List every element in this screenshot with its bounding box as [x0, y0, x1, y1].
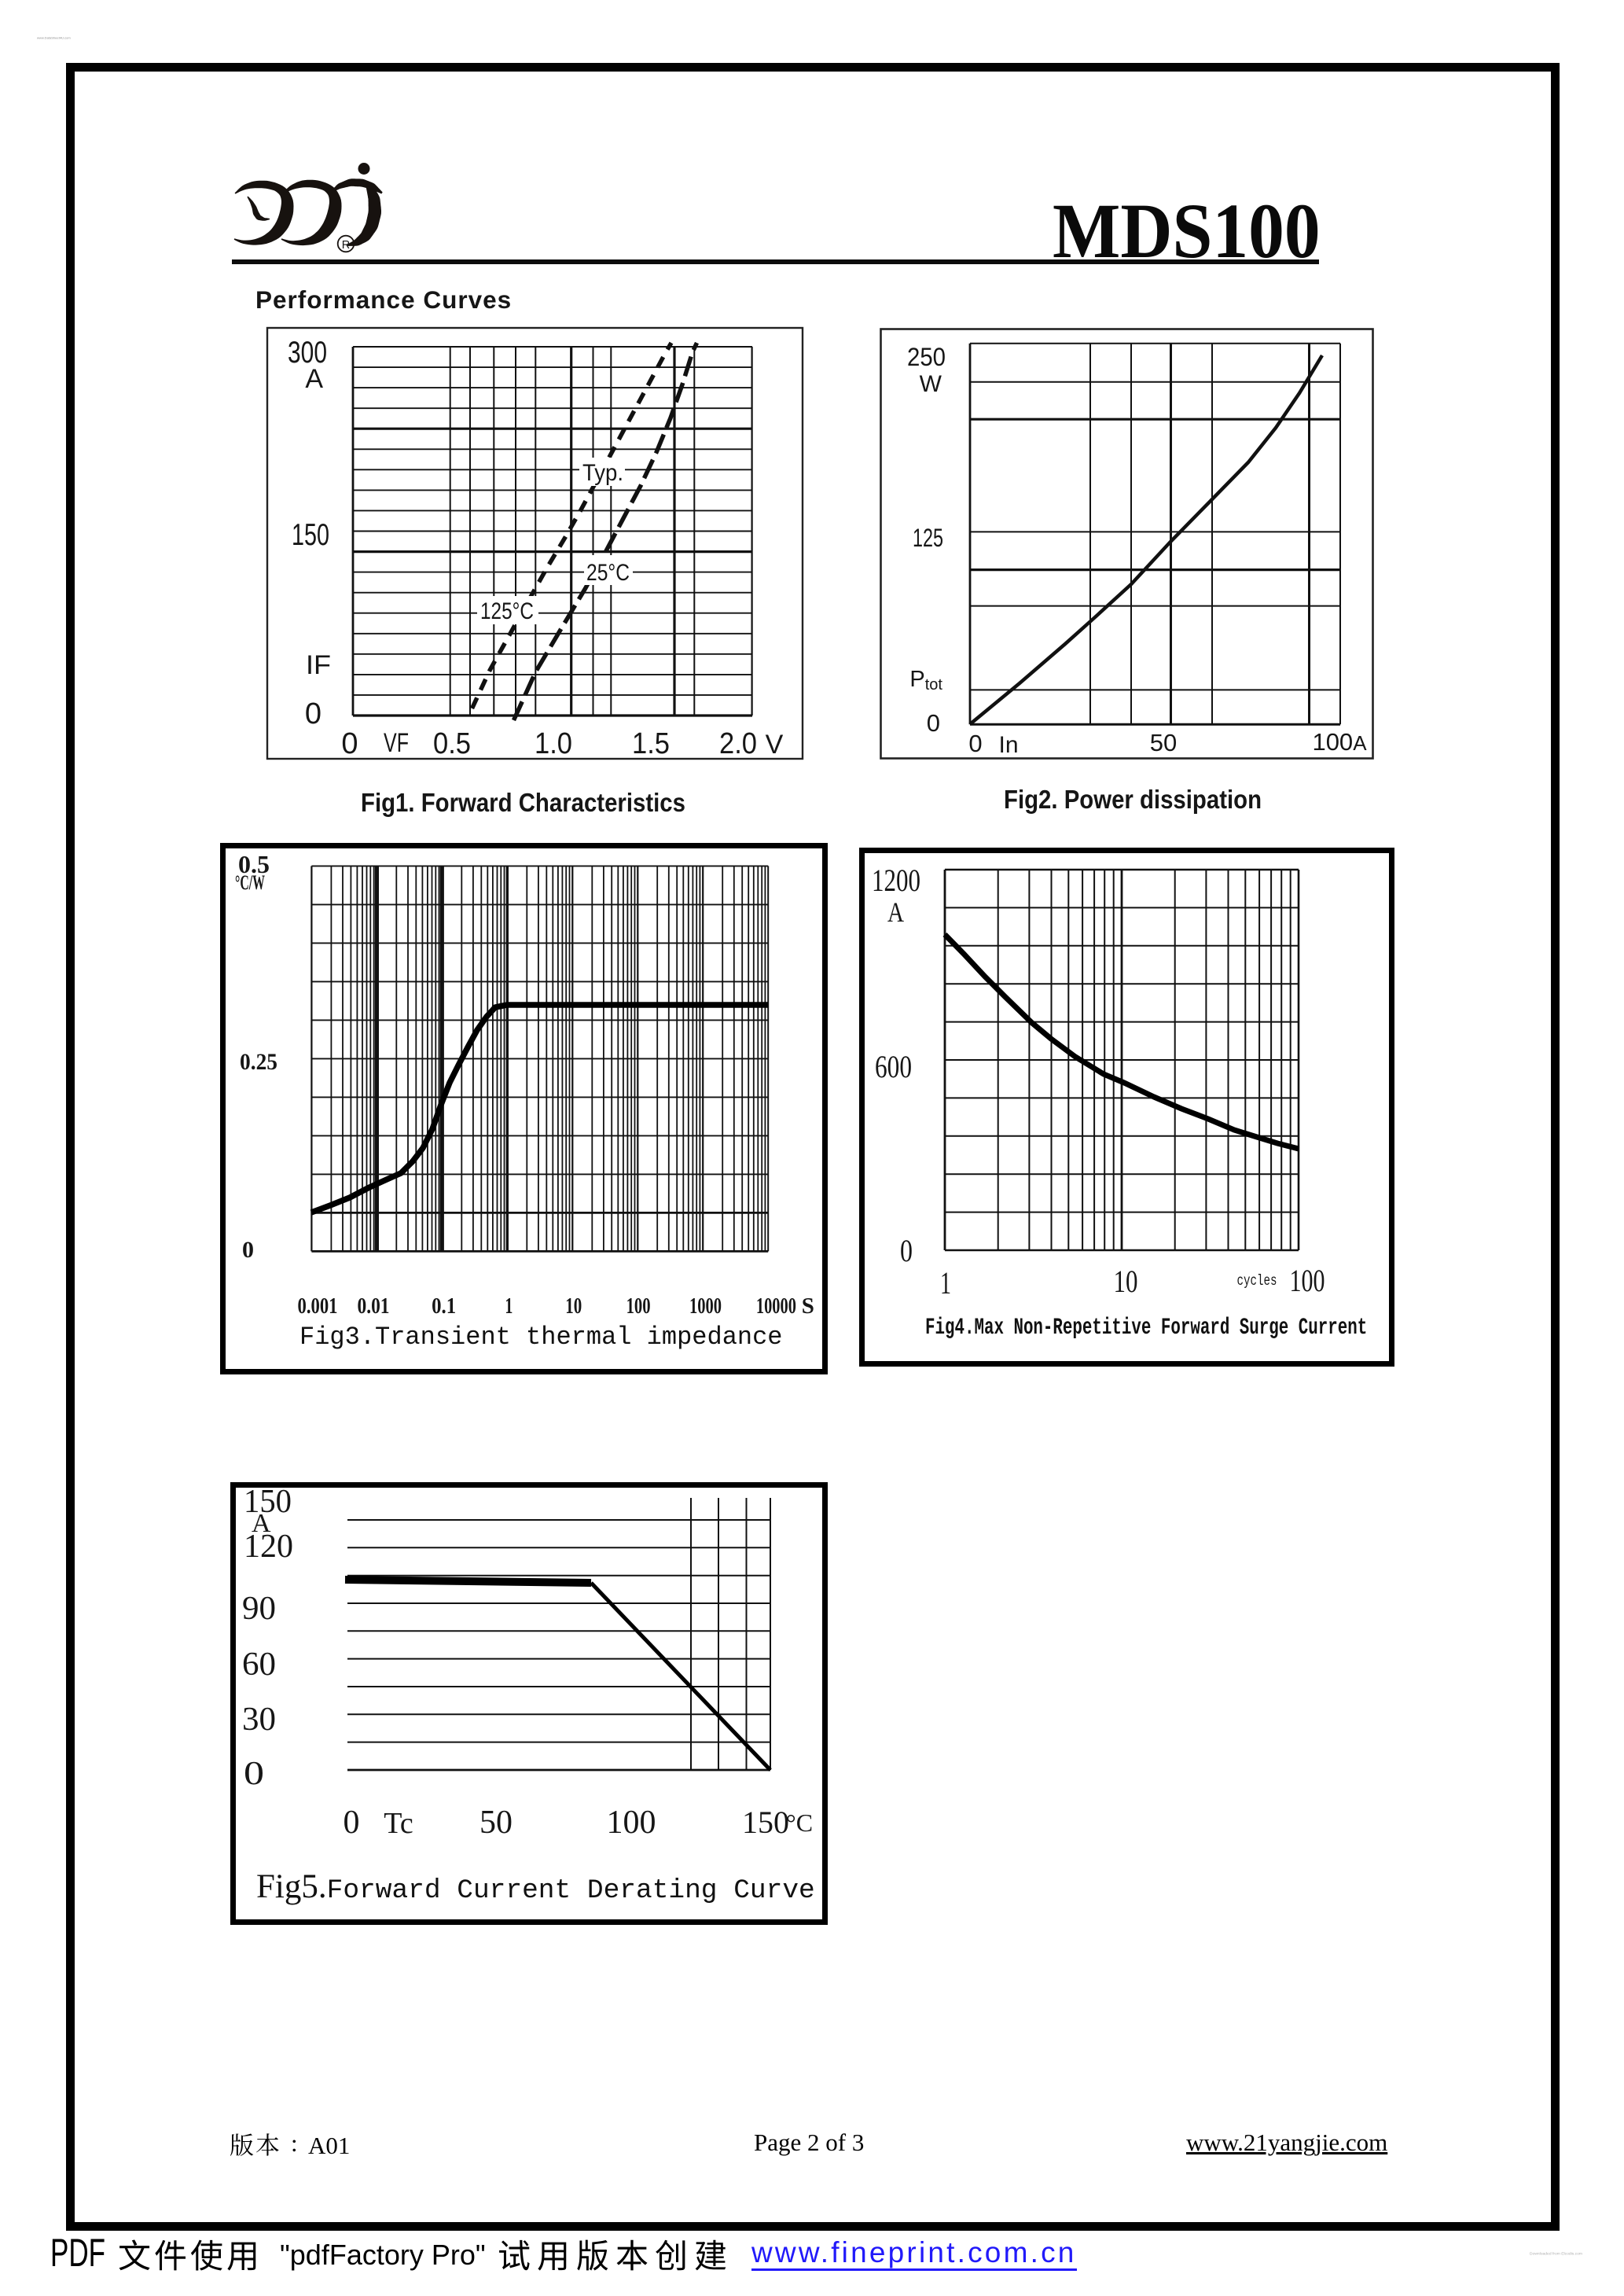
svg-text:60: 60 [242, 1647, 276, 1683]
svg-text:30: 30 [242, 1702, 276, 1738]
svg-text:10000: 10000 [756, 1293, 796, 1319]
svg-text:VF: VF [384, 728, 409, 758]
svg-text:1.5: 1.5 [632, 727, 670, 760]
svg-text:V: V [766, 730, 784, 760]
svg-text:Tc: Tc [384, 1807, 413, 1840]
svg-text:0.5: 0.5 [433, 727, 471, 760]
svg-text:10: 10 [565, 1293, 582, 1319]
svg-text:°C/W: °C/W [235, 871, 265, 894]
svg-text:0: 0 [244, 1756, 264, 1792]
svg-text:100: 100 [1290, 1263, 1325, 1298]
svg-text:25°C: 25°C [586, 560, 630, 586]
svg-text:150: 150 [244, 1484, 292, 1520]
svg-text:50: 50 [479, 1805, 513, 1841]
svg-text:150: 150 [742, 1805, 789, 1840]
svg-text:0: 0 [927, 709, 940, 737]
svg-text:1000: 1000 [689, 1293, 722, 1319]
svg-text:120: 120 [244, 1529, 293, 1565]
svg-text:1: 1 [505, 1293, 513, 1319]
svg-text:S: S [802, 1293, 814, 1319]
svg-text:10: 10 [1114, 1264, 1138, 1299]
svg-text:0: 0 [968, 730, 982, 757]
svg-text:0.01: 0.01 [358, 1293, 390, 1319]
svg-text:A: A [252, 1509, 271, 1538]
svg-text:0.25: 0.25 [240, 1049, 277, 1075]
svg-text:W: W [920, 371, 942, 397]
svg-text:Ptot: Ptot [909, 667, 942, 694]
svg-text:Typ.: Typ. [582, 460, 623, 486]
svg-text:90: 90 [242, 1591, 276, 1627]
svg-text:100: 100 [626, 1293, 651, 1319]
svg-text:150: 150 [292, 518, 329, 552]
svg-text:1200: 1200 [872, 863, 920, 898]
svg-text:IF: IF [306, 650, 331, 680]
svg-text:0: 0 [900, 1233, 913, 1268]
svg-text:cycles: cycles [1237, 1272, 1277, 1290]
svg-text:1.0: 1.0 [535, 727, 572, 760]
svg-text:0: 0 [242, 1237, 254, 1263]
svg-text:In: In [998, 732, 1018, 758]
svg-text:0.001: 0.001 [298, 1293, 338, 1319]
svg-text:0.1: 0.1 [432, 1293, 456, 1319]
svg-text:100: 100 [607, 1805, 656, 1841]
svg-text:°C: °C [786, 1808, 813, 1837]
svg-text:0: 0 [341, 727, 358, 760]
svg-text:1: 1 [940, 1265, 951, 1301]
svg-text:100A: 100A [1312, 728, 1367, 756]
svg-text:125°C: 125°C [480, 598, 534, 624]
svg-text:250: 250 [907, 343, 946, 371]
svg-text:R: R [342, 239, 350, 252]
svg-text:300: 300 [288, 336, 327, 370]
svg-text:50: 50 [1150, 729, 1177, 756]
svg-text:2.0: 2.0 [719, 727, 757, 760]
svg-text:A: A [887, 896, 904, 928]
svg-text:125: 125 [913, 524, 943, 552]
svg-text:A: A [305, 364, 323, 394]
svg-text:0: 0 [305, 697, 321, 730]
svg-text:0: 0 [344, 1805, 360, 1841]
svg-text:600: 600 [875, 1049, 912, 1084]
svg-text:0.5: 0.5 [238, 850, 270, 878]
